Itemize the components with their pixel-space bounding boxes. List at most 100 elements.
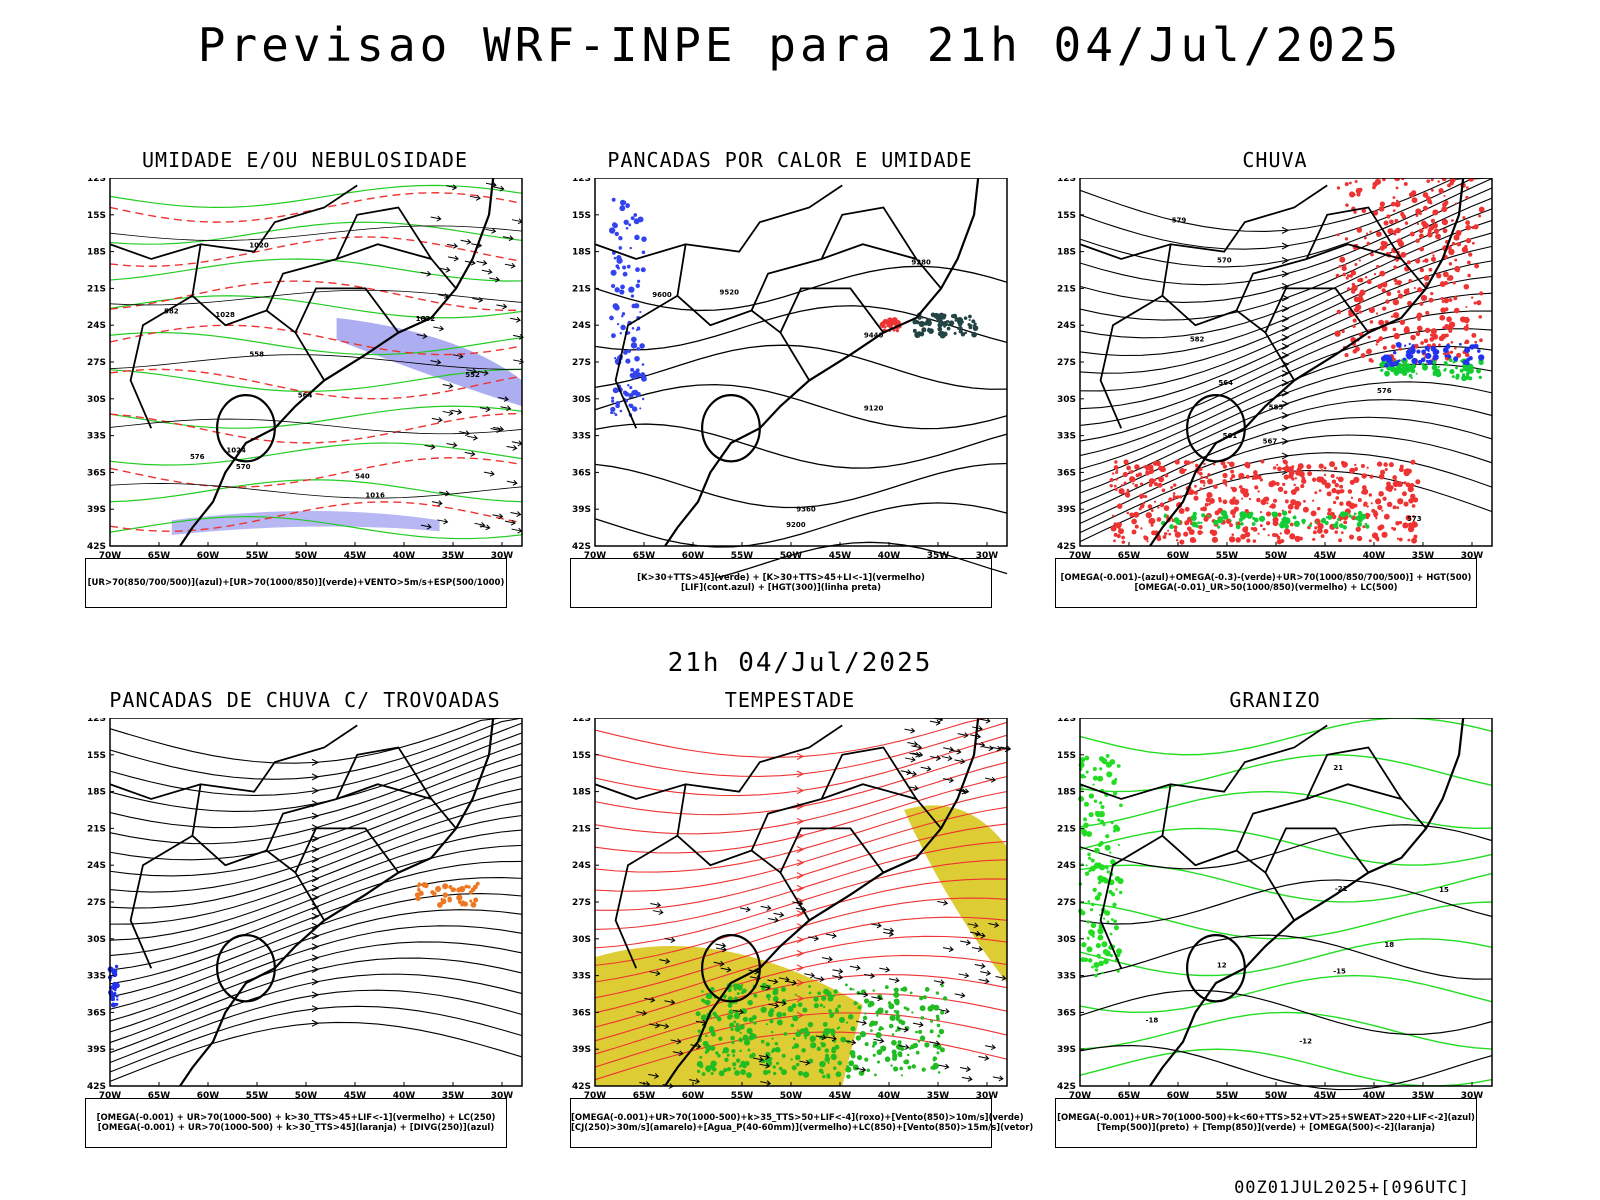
rain-area-red-dot [1299, 536, 1303, 541]
lif-area-dot [618, 235, 623, 241]
lon-tick-label: 35W [1412, 551, 1435, 561]
rain-area-red-dot [1407, 522, 1413, 528]
wind-vector [912, 1021, 924, 1028]
storm-area-orange-dot [447, 898, 452, 903]
rain-area-blue-dot [1420, 357, 1426, 363]
wind-area-green-dot [904, 1059, 910, 1065]
instability-area-dot [927, 328, 931, 333]
rain-area-red-dot [1377, 525, 1383, 531]
temp-area-dot [1097, 775, 1104, 782]
rain-area-red-dot [1282, 459, 1287, 464]
lon-tick-label: 65W [1118, 1091, 1141, 1101]
rain-area-red-dot [1386, 501, 1393, 508]
rain-area-red-dot [1479, 338, 1483, 343]
wind-vector [416, 333, 428, 339]
streamline [109, 893, 523, 998]
wind-area-green-dot [706, 1068, 711, 1073]
country-border [820, 206, 918, 260]
wind-vector [920, 765, 932, 772]
rain-area-red-dot [1266, 521, 1269, 524]
storm-area-orange-dot [456, 894, 463, 901]
rain-area-green-dot [1394, 371, 1399, 376]
rain-area-red-dot [1164, 473, 1169, 478]
storm-area-orange-dot [442, 883, 449, 890]
wind-vector [804, 972, 816, 979]
wind-area-green-dot [833, 1066, 837, 1070]
streamline-arrow [311, 912, 320, 920]
rain-area-green-dot [1163, 514, 1168, 518]
wind-vector [446, 184, 458, 191]
coastline [1149, 718, 1465, 1087]
wind-vector [767, 978, 779, 985]
lon-tick-label: 70W [1069, 1091, 1092, 1101]
rain-area-red-dot [1173, 525, 1178, 530]
rain-area-red-dot [1377, 283, 1383, 290]
temp-area-dot [1087, 958, 1093, 963]
wind-vector [768, 917, 780, 923]
rain-area-red-dot [1338, 538, 1342, 543]
wind-area-green-dot [823, 1028, 829, 1034]
rain-area-red-dot [1381, 204, 1385, 207]
rain-area-red-dot [1415, 331, 1421, 337]
temp-area-dot [1097, 881, 1101, 885]
contour-line [109, 354, 523, 370]
lif-area-dot [614, 287, 620, 293]
contour-line [594, 383, 1008, 430]
rain-area-red-dot [1311, 538, 1315, 541]
streamline [594, 790, 1008, 873]
streamline [594, 806, 1008, 892]
rain-area-red-dot [1250, 527, 1254, 531]
lif-area-dot [611, 283, 616, 289]
rain-area-red-dot [1194, 484, 1197, 488]
rain-area-red-dot [1392, 480, 1400, 488]
wind-vector [849, 964, 861, 971]
rain-area-red-dot [1395, 521, 1400, 526]
rain-area-red-dot [1355, 526, 1361, 532]
wind-area-green-dot [711, 1066, 717, 1072]
legend-line: [OMEGA(-0.001) + UR>70(1000-500) + k>30_… [97, 1123, 495, 1133]
wind-vector [511, 527, 523, 534]
wind-area-green-dot [859, 1031, 867, 1038]
streamline [109, 742, 523, 829]
wind-area-green-dot [853, 1001, 858, 1006]
contour-label: -15 [1333, 968, 1346, 976]
rain-area-green-dot [1338, 523, 1344, 528]
wind-area-green-dot [929, 1029, 934, 1034]
temp-area-dot [1092, 766, 1097, 772]
temp-area-dot [1088, 856, 1092, 860]
lif-area-dot [640, 372, 646, 378]
rain-area-red-dot [1128, 471, 1131, 474]
temp-area-dot [1090, 858, 1095, 863]
wind-vector [511, 218, 523, 225]
rain-area-green-dot [1455, 373, 1460, 378]
rain-area-green-dot [1324, 520, 1329, 526]
wind-area-green-dot [773, 1071, 777, 1076]
wind-vector [980, 970, 992, 977]
streamline [1079, 275, 1493, 410]
instability-area-dot [937, 322, 943, 328]
wind-area-green-dot [924, 987, 930, 992]
contour-label: 564 [298, 391, 313, 399]
wind-vector [775, 1000, 787, 1007]
rain-area-red-dot [1138, 472, 1143, 477]
legend-line: [OMEGA(-0.001) + UR>70(1000-500) + k>30_… [96, 1113, 496, 1123]
rain-area-green-dot [1249, 511, 1254, 516]
rain-area-red-dot [1354, 463, 1357, 467]
rain-area-red-dot [1456, 241, 1462, 247]
rain-area-red-dot [1453, 234, 1460, 241]
wind-vector [489, 276, 501, 283]
wind-area-green-dot [765, 993, 771, 999]
wind-area-green-dot [727, 988, 732, 993]
streamline [109, 718, 523, 780]
rain-area-red-dot [1382, 496, 1387, 501]
temp-area-dot [1100, 805, 1105, 810]
rain-area-red-dot [1311, 477, 1317, 482]
streamline-arrow [796, 995, 805, 1003]
rain-area-green-dot [1353, 512, 1357, 516]
rain-area-red-dot [1348, 181, 1352, 185]
wind-area-green-dot [893, 998, 900, 1005]
rain-area-red-dot [1244, 526, 1249, 531]
temp-area-dot [1119, 890, 1123, 895]
contour-line [1079, 901, 1493, 940]
rain-area-red-dot [1227, 461, 1230, 464]
